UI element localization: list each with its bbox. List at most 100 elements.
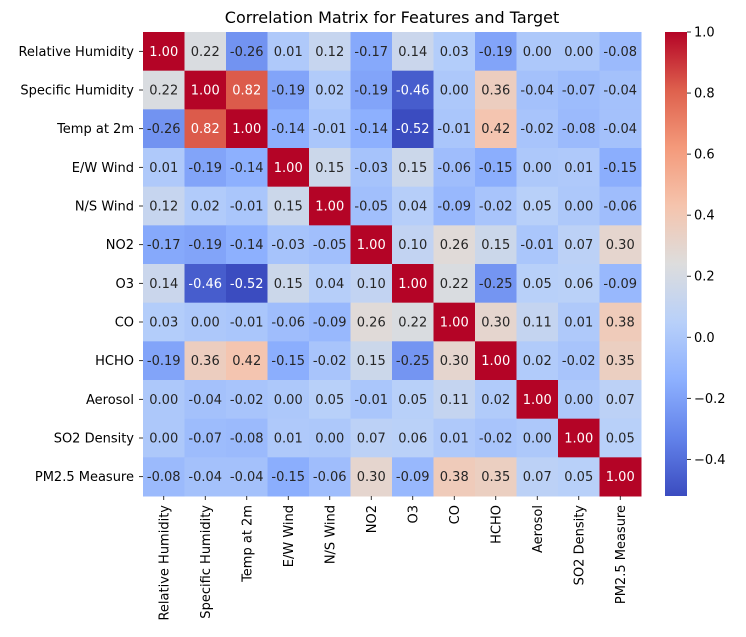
y-tick-label: Temp at 2m	[56, 122, 134, 137]
cell-value-label: -0.14	[230, 161, 264, 176]
cell-value-label: 0.22	[398, 316, 427, 331]
x-tick-labels: Relative Humidity Specific Humidity Temp a…	[157, 496, 629, 621]
heatmap-cell	[226, 302, 268, 342]
cell-value-label: -0.26	[230, 45, 264, 60]
cell-value-label: 0.00	[315, 432, 344, 447]
cell-value-label: 0.12	[149, 200, 178, 215]
colorbar-tick-label: −0.2	[694, 392, 726, 407]
x-tick-label: O3	[406, 505, 421, 524]
cell-value-label: -0.05	[354, 200, 388, 215]
cell-value-label: 0.01	[274, 432, 303, 447]
heatmap-cells: 1.00 0.22 -0.26 0.01 0.12 -0.17 0.14 0.03 -0.19 0…	[143, 32, 642, 497]
cell-value-label: 0.01	[440, 432, 469, 447]
heatmap-cell	[516, 225, 559, 265]
heatmap-cell	[475, 186, 517, 226]
heatmap-cell	[143, 70, 185, 110]
heatmap-cell	[516, 380, 559, 420]
cell-value-label: 0.05	[398, 393, 427, 408]
cell-value-label: 0.02	[481, 393, 510, 408]
cell-value-label: 0.36	[481, 84, 510, 99]
cell-value-label: -0.09	[396, 470, 430, 485]
cell-value-label: 0.38	[440, 470, 469, 485]
heatmap-cell	[350, 457, 393, 497]
heatmap-cell	[143, 32, 185, 72]
heatmap-cell	[433, 418, 476, 458]
heatmap-cell	[350, 380, 393, 420]
heatmap-cell	[433, 225, 476, 265]
heatmap-cell	[433, 70, 476, 110]
heatmap-cell	[516, 186, 559, 226]
heatmap-cell	[309, 264, 351, 304]
heatmap-cell	[350, 341, 393, 381]
heatmap-cell	[475, 302, 517, 342]
cell-value-label: 0.01	[274, 45, 303, 60]
cell-value-label: 0.11	[440, 393, 469, 408]
heatmap-cell	[516, 457, 559, 497]
heatmap-cell	[226, 225, 268, 265]
cell-value-label: 0.00	[440, 84, 469, 99]
heatmap-cell	[267, 457, 310, 497]
heatmap-cell	[599, 109, 642, 149]
cell-value-label: 0.00	[564, 393, 593, 408]
cell-value-label: 1.00	[564, 432, 593, 447]
heatmap-cell	[558, 457, 600, 497]
cell-value-label: 0.03	[440, 45, 469, 60]
heatmap-cell	[558, 302, 600, 342]
heatmap-cell	[558, 418, 600, 458]
y-tick-label: O3	[115, 277, 134, 292]
cell-value-label: 0.07	[564, 238, 593, 253]
heatmap-cell	[599, 32, 642, 72]
x-tick-label: SO2 Density	[572, 505, 587, 586]
heatmap-cell	[350, 302, 393, 342]
heatmap-cell	[267, 341, 310, 381]
heatmap-cell	[475, 148, 517, 188]
cell-value-label: -0.15	[271, 470, 305, 485]
cell-value-label: -0.06	[313, 470, 347, 485]
cell-value-label: 0.00	[523, 45, 552, 60]
cell-value-label: 0.14	[149, 277, 178, 292]
cell-value-label: 0.14	[398, 45, 427, 60]
heatmap-cell	[475, 418, 517, 458]
y-tick-labels: Relative Humidity Specific Humidity Temp a…	[18, 45, 143, 485]
cell-value-label: -0.04	[520, 84, 554, 99]
cell-value-label: 0.15	[315, 161, 344, 176]
heatmap-cell	[475, 109, 517, 149]
cell-value-label: -0.14	[271, 122, 305, 137]
cell-value-label: 0.42	[481, 122, 510, 137]
colorbar-tick-label: 0.8	[694, 87, 715, 102]
heatmap-cell	[475, 380, 517, 420]
cell-value-label: -0.19	[188, 161, 222, 176]
cell-value-label: -0.02	[479, 432, 513, 447]
cell-value-label: -0.52	[230, 277, 264, 292]
heatmap-cell	[516, 264, 559, 304]
cell-value-label: 0.26	[357, 316, 386, 331]
heatmap-cell	[350, 70, 393, 110]
cell-value-label: -0.06	[271, 316, 305, 331]
heatmap-cell	[516, 32, 559, 72]
heatmap-cell	[184, 225, 227, 265]
cell-value-label: -0.01	[313, 122, 347, 137]
cell-value-label: 0.22	[440, 277, 469, 292]
cell-value-label: 0.30	[357, 470, 386, 485]
heatmap-cell	[309, 32, 351, 72]
cell-value-label: -0.04	[230, 470, 264, 485]
cell-value-label: -0.15	[271, 354, 305, 369]
heatmap-cell	[475, 457, 517, 497]
cell-value-label: 0.35	[606, 354, 635, 369]
heatmap-cell	[433, 457, 476, 497]
heatmap-cell	[184, 418, 227, 458]
cell-value-label: -0.02	[562, 354, 596, 369]
cell-value-label: 0.15	[274, 200, 303, 215]
cell-value-label: 0.00	[564, 45, 593, 60]
cell-value-label: 0.05	[315, 393, 344, 408]
cell-value-label: 0.30	[606, 238, 635, 253]
heatmap-cell	[309, 418, 351, 458]
cell-value-label: -0.09	[313, 316, 347, 331]
heatmap-cell	[558, 148, 600, 188]
cell-value-label: 0.42	[232, 354, 261, 369]
y-tick-label: HCHO	[95, 354, 134, 369]
heatmap-cell	[599, 457, 642, 497]
cell-value-label: -0.03	[354, 161, 388, 176]
cell-value-label: 1.00	[481, 354, 510, 369]
